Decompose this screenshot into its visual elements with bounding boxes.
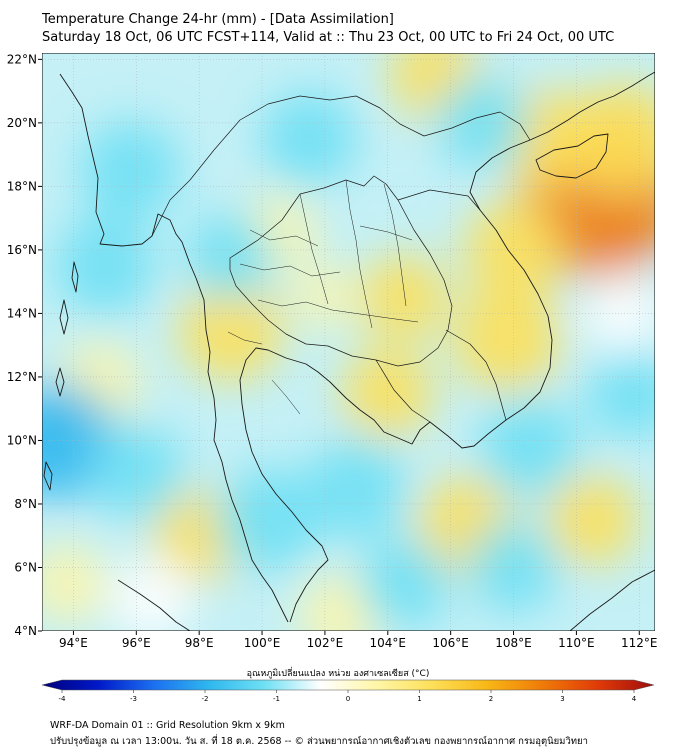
andaman-islands <box>43 261 79 491</box>
colorbar-tick-label: -1 <box>273 695 280 703</box>
lat-tick-label: 8°N <box>14 497 37 511</box>
sumatra-coast <box>117 579 191 631</box>
field-blob <box>54 215 155 316</box>
south-china-coast <box>529 71 655 141</box>
lat-tick-label: 10°N <box>7 433 37 447</box>
lon-tick-label: 112°E <box>621 636 658 650</box>
lon-tick-label: 106°E <box>432 636 469 650</box>
colorbar-tick-label: 0 <box>346 695 350 703</box>
gulf-of-thailand-coast <box>239 347 431 623</box>
colorbar-title: อุณหภูมิเปลี่ยนแปลง หน่วย องศาเซลเซียส (… <box>246 669 430 679</box>
colorbar-tick-label: 4 <box>632 695 637 703</box>
vietnam-coast <box>429 139 553 449</box>
field-blob <box>357 537 450 629</box>
lat-tick-label: 20°N <box>7 116 37 130</box>
map-axes: 22°N 20°N 18°N 16°N 14°N 12°N 10°N 8°N 6°N 4°N 94°… <box>7 52 658 650</box>
field-blob <box>436 77 528 169</box>
field-blob <box>187 212 275 300</box>
lat-tick-label: 18°N <box>7 179 37 193</box>
map-title: Temperature Change 24-hr (mm) - [Data As… <box>42 12 394 27</box>
field-blob <box>546 474 638 566</box>
colorbar-tick-label: 1 <box>417 695 421 703</box>
field-blob <box>42 544 107 623</box>
lon-tick-label: 94°E <box>59 636 88 650</box>
andaman-coast <box>195 277 289 623</box>
myanmar-west-coast <box>59 73 197 279</box>
field-blob <box>584 274 655 353</box>
field-blob <box>479 396 580 497</box>
lat-tick-label: 12°N <box>7 370 37 384</box>
lat-tick-label: 6°N <box>14 560 37 574</box>
field-blob <box>306 438 407 539</box>
coastlines-and-borders <box>43 71 655 631</box>
field-blob <box>110 558 194 631</box>
borneo-coast <box>569 569 655 631</box>
lon-tick-label: 104°E <box>370 636 407 650</box>
colorbar-ramp <box>41 679 655 691</box>
field-blob <box>88 424 185 521</box>
model-info: WRF-DA Domain 01 :: Grid Resolution 9km … <box>50 720 285 731</box>
field-blob <box>80 120 181 221</box>
lon-tick-label: 102°E <box>307 636 344 650</box>
lat-tick-label: 4°N <box>14 624 37 638</box>
map-subtitle: Saturday 18 Oct, 06 UTC FCST+114, Valid … <box>42 30 615 45</box>
update-credit: ปรับปรุงข้อมูล ณ เวลา 13:00น. วัน ส. ที่… <box>50 736 588 747</box>
field-blob <box>566 82 655 196</box>
country-borders <box>151 95 531 423</box>
lon-tick-label: 100°E <box>244 636 281 650</box>
field-blob <box>261 90 358 187</box>
lon-tick-label: 110°E <box>558 636 595 650</box>
colorbar-tick-label: 2 <box>489 695 493 703</box>
field-blob <box>587 347 655 439</box>
lon-tick-label: 98°E <box>185 636 214 650</box>
province-boundaries <box>227 179 419 415</box>
lon-tick-label: 96°E <box>122 636 151 650</box>
field-blob <box>452 284 562 394</box>
lat-tick-label: 14°N <box>7 306 37 320</box>
colorbar-tick-label: -3 <box>130 695 137 703</box>
field-blob <box>294 267 356 328</box>
lat-tick-label: 22°N <box>7 52 37 66</box>
colorbar-tick-label: -2 <box>202 695 209 703</box>
lon-tick-label: 108°E <box>495 636 532 650</box>
field-blob <box>216 467 321 573</box>
lat-lon-grid <box>42 53 655 631</box>
colorbar-tick-label: 3 <box>560 695 564 703</box>
hainan-island <box>535 133 609 179</box>
colorbar: -4 -3 -2 -1 0 1 2 3 4 <box>41 679 655 703</box>
field-blob <box>360 254 447 341</box>
colorbar-tick-label: -4 <box>59 695 67 703</box>
lat-tick-label: 16°N <box>7 243 37 257</box>
plot-area <box>42 53 655 631</box>
